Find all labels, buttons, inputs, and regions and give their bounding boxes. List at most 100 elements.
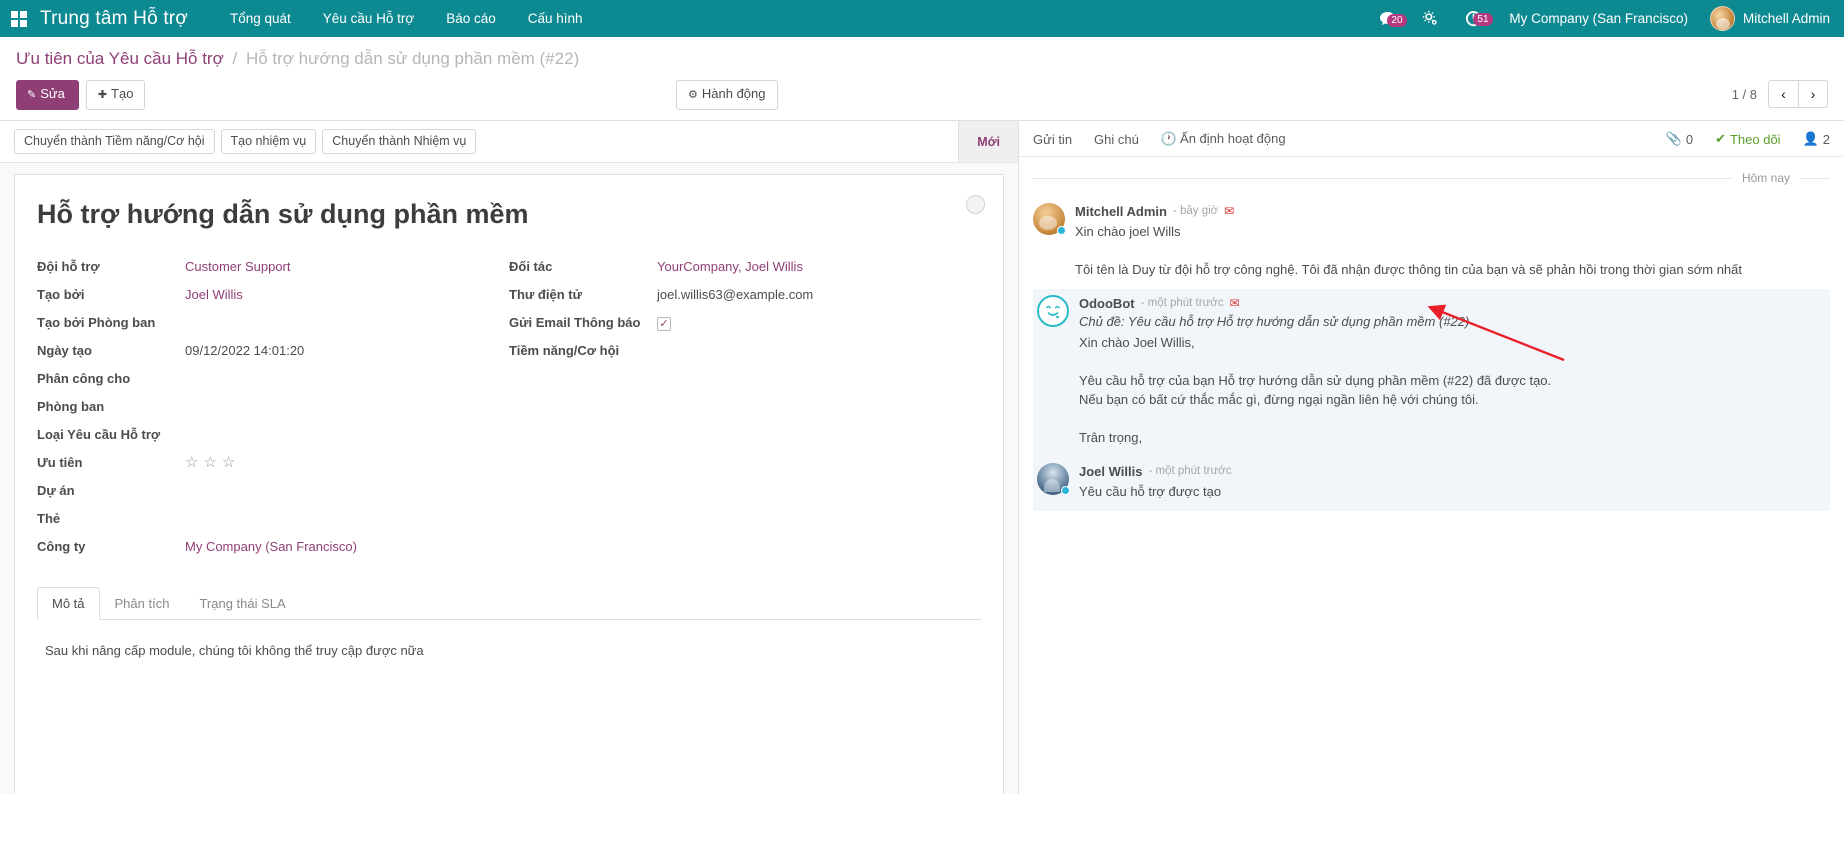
convert-to-task-button[interactable]: Chuyển thành Nhiệm vụ xyxy=(322,129,477,154)
message-subject: Chủ đề: Yêu cầu hỗ trợ Hỗ trợ hướng dẫn … xyxy=(1079,314,1470,329)
notebook-panel-description[interactable]: Sau khi nâng cấp module, chúng tôi không… xyxy=(45,643,424,658)
message-line: Yêu cầu hỗ trợ của bạn Hỗ trợ hướng dẫn … xyxy=(1079,373,1552,388)
attachments-counter[interactable]: 📎 0 xyxy=(1666,131,1693,147)
edit-button[interactable]: ✎ Sửa xyxy=(16,80,79,110)
send-message-button[interactable]: Gửi tin xyxy=(1033,131,1073,147)
tab-description[interactable]: Mô tả xyxy=(37,587,100,620)
pager-previous-button[interactable]: ‹ xyxy=(1768,80,1798,108)
envelope-icon: ✉ xyxy=(1224,204,1235,218)
grid-apps-icon[interactable] xyxy=(8,8,30,30)
pager-next-button[interactable]: › xyxy=(1798,80,1828,108)
pencil-icon: ✎ xyxy=(27,89,37,101)
messages-icon[interactable]: 20 xyxy=(1366,11,1409,27)
app-brand-title[interactable]: Trung tâm Hỗ trợ xyxy=(40,7,188,29)
sheet-background: Hỗ trợ hướng dẫn sử dụng phần mềm Đội hỗ… xyxy=(0,163,1018,794)
convert-to-lead-button[interactable]: Chuyển thành Tiềm năng/Cơ hội xyxy=(14,129,215,154)
field-row-created-by-department: Tạo bởi Phòng ban xyxy=(37,309,509,337)
field-row-priority: Ưu tiên ☆ ☆ ☆ xyxy=(37,449,509,477)
field-row-email: Thư điện tử joel.willis63@example.com xyxy=(509,281,981,309)
mitchell-admin-avatar xyxy=(1033,203,1066,235)
star-icon-1[interactable]: ☆ xyxy=(185,454,199,471)
chatter: Gửi tin Ghi chú 🕐 Ấn định hoạt động 📎 0 ✔ T… xyxy=(1018,120,1844,794)
menu-item-reporting[interactable]: Báo cáo xyxy=(446,11,496,26)
breadcrumb-separator: / xyxy=(232,49,238,68)
status-bar: Chuyển thành Tiềm năng/Cơ hội Tạo nhiệm … xyxy=(0,121,1018,163)
odoobot-avatar xyxy=(1037,295,1069,327)
field-label: Đội hỗ trợ xyxy=(37,259,100,274)
gear-icon[interactable] xyxy=(1409,10,1452,27)
log-note-button[interactable]: Ghi chú xyxy=(1094,131,1139,147)
field-value-project[interactable] xyxy=(185,477,509,505)
schedule-activity-button[interactable]: 🕐 Ấn định hoạt động xyxy=(1161,131,1286,147)
day-separator: Hôm nay xyxy=(1033,171,1830,185)
page-title: Hỗ trợ hướng dẫn sử dụng phần mềm xyxy=(37,199,529,229)
breadcrumb-parent[interactable]: Ưu tiên của Yêu cầu Hỗ trợ xyxy=(16,49,224,68)
action-button[interactable]: ⚙ Hành động xyxy=(676,80,778,110)
message-item: OdooBot - một phút trước ✉ Chủ đề: Yêu c… xyxy=(1033,289,1830,457)
field-value-created-by-department[interactable] xyxy=(185,309,509,337)
field-value-created-by[interactable]: Joel Willis xyxy=(185,287,243,302)
field-row-company: Công ty My Company (San Francisco) xyxy=(37,533,509,561)
control-panel: Ưu tiên của Yêu cầu Hỗ trợ / Hỗ trợ hướn… xyxy=(0,37,1844,71)
message-line: Trân trọng, xyxy=(1079,430,1143,445)
checkbox-send-email[interactable]: ✓ xyxy=(657,317,671,331)
tab-analysis[interactable]: Phân tích xyxy=(114,596,170,611)
create-button[interactable]: ✚ Tạo xyxy=(85,80,146,110)
separator-line-left xyxy=(1033,177,1732,179)
pager: 1 / 8 ‹ › xyxy=(1732,80,1828,108)
field-value-helpdesk-team[interactable]: Customer Support xyxy=(185,259,291,274)
field-row-project: Dự án xyxy=(37,477,509,505)
bottom-spacer xyxy=(0,794,1844,843)
field-row-partner: Đối tác YourCompany, Joel Willis xyxy=(509,253,981,281)
main-area: Chuyển thành Tiềm năng/Cơ hội Tạo nhiệm … xyxy=(0,120,1844,794)
field-value-ticket-type[interactable] xyxy=(185,421,509,449)
attachment-count: 0 xyxy=(1685,131,1694,147)
field-row-department: Phòng ban xyxy=(37,393,509,421)
paperclip-icon: 📎 xyxy=(1665,131,1682,146)
field-value-email[interactable]: joel.willis63@example.com xyxy=(657,287,814,302)
activities-icon[interactable]: 51 xyxy=(1452,10,1495,27)
status-badge[interactable]: Mới xyxy=(958,121,1018,162)
online-status-dot xyxy=(1057,226,1066,235)
field-value-company[interactable]: My Company (San Francisco) xyxy=(185,539,357,554)
message-timestamp: - bây giờ xyxy=(1172,205,1219,217)
create-task-button[interactable]: Tạo nhiệm vụ xyxy=(220,129,317,154)
field-value-tags[interactable] xyxy=(185,505,509,533)
online-status-dot xyxy=(1061,486,1070,495)
breadcrumb: Ưu tiên của Yêu cầu Hỗ trợ / Hỗ trợ hướn… xyxy=(16,47,1828,71)
chatter-toolbar: Gửi tin Ghi chú 🕐 Ấn định hoạt động 📎 0 ✔ T… xyxy=(1019,121,1844,157)
form-view: Chuyển thành Tiềm năng/Cơ hội Tạo nhiệm … xyxy=(0,120,1018,794)
action-button-label: Hành động xyxy=(701,86,766,101)
message-author: OdooBot xyxy=(1079,296,1135,311)
field-value-assigned-to[interactable] xyxy=(185,365,509,393)
star-icon-3[interactable]: ☆ xyxy=(221,454,236,471)
menu-item-configuration[interactable]: Cấu hình xyxy=(527,11,583,26)
field-value-department[interactable] xyxy=(185,393,509,421)
following-button[interactable]: ✔ Theo dõi xyxy=(1715,131,1781,147)
form-column-left: Đội hỗ trợ Customer Support Tạo bởi Joel… xyxy=(37,253,509,561)
field-label: Dự án xyxy=(37,483,75,498)
followers-counter[interactable]: 👤 2 xyxy=(1803,131,1830,147)
priority-stars[interactable]: ☆ ☆ ☆ xyxy=(185,455,509,471)
rating-toggle-icon[interactable] xyxy=(966,195,985,214)
envelope-icon: ✉ xyxy=(1229,296,1240,310)
field-label: Tiềm năng/Cơ hội xyxy=(509,343,620,358)
tab-sla-status[interactable]: Trạng thái SLA xyxy=(199,596,286,611)
field-row-assigned-to: Phân công cho xyxy=(37,365,509,393)
star-icon-2[interactable]: ☆ xyxy=(203,454,217,471)
message-body: OdooBot - một phút trước ✉ Chủ đề: Yêu c… xyxy=(1079,295,1822,447)
breadcrumb-current: Hỗ trợ hướng dẫn sử dụng phần mềm (#22) xyxy=(245,49,580,68)
menu-item-tickets[interactable]: Yêu cầu Hỗ trợ xyxy=(322,11,415,26)
user-name-label: Mitchell Admin xyxy=(1742,11,1830,26)
company-switcher[interactable]: My Company (San Francisco) xyxy=(1509,11,1688,26)
user-menu[interactable]: Mitchell Admin xyxy=(1702,6,1830,31)
field-value-lead-opportunity[interactable] xyxy=(657,337,981,365)
top-navbar: Trung tâm Hỗ trợ Tổng quát Yêu cầu Hỗ tr… xyxy=(0,0,1844,37)
field-label: Phòng ban xyxy=(37,399,105,414)
field-value-create-date[interactable]: 09/12/2022 14:01:20 xyxy=(185,343,305,358)
field-label: Tạo bởi Phòng ban xyxy=(37,315,156,330)
field-label: Loại Yêu cầu Hỗ trợ xyxy=(37,427,161,442)
menu-item-overview[interactable]: Tổng quát xyxy=(230,11,291,26)
field-value-partner[interactable]: YourCompany, Joel Willis xyxy=(657,259,803,274)
message-blank-line xyxy=(1079,352,1822,371)
